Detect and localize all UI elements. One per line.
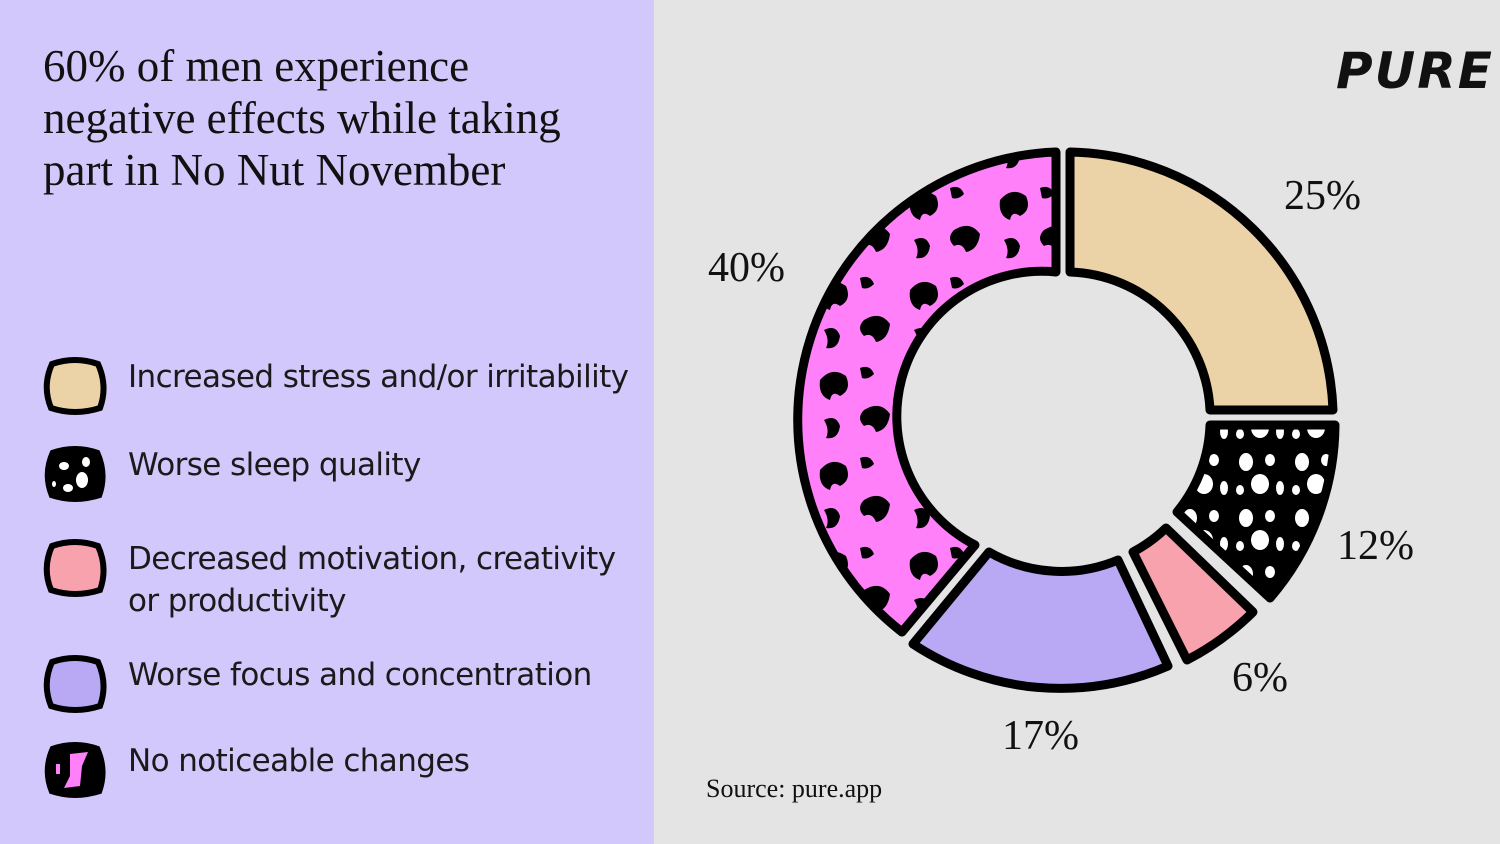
slice-stress bbox=[1065, 147, 1338, 415]
label-stress: 25% bbox=[1284, 173, 1361, 219]
leopard-swatch-icon bbox=[44, 742, 106, 798]
left-panel: 60% of men experience negative effects w… bbox=[0, 0, 654, 844]
spotted-swatch-icon bbox=[44, 446, 106, 502]
lavender-swatch-icon bbox=[43, 655, 107, 713]
slice-sleep bbox=[1172, 420, 1340, 603]
label-focus: 17% bbox=[1002, 713, 1079, 759]
legend-item-no-change: No noticeable changes bbox=[42, 740, 470, 800]
legend-label: Worse sleep quality bbox=[128, 447, 421, 483]
legend-label: No noticeable changes bbox=[128, 743, 470, 779]
legend-label: Decreased motivation, creativity or prod… bbox=[128, 541, 616, 619]
legend-item-motivation: Decreased motivation, creativity or prod… bbox=[42, 538, 642, 622]
legend-item-stress: Increased stress and/or irritability bbox=[42, 356, 629, 416]
legend-label: Worse focus and concentration bbox=[128, 657, 592, 693]
legend-label: Increased stress and/or irritability bbox=[128, 359, 629, 395]
pure-logo: PURE bbox=[1336, 42, 1494, 100]
chart-title: 60% of men experience negative effects w… bbox=[43, 41, 561, 195]
label-no-change: 40% bbox=[708, 245, 785, 291]
source-note: Source: pure.app bbox=[706, 774, 883, 803]
legend-item-focus: Worse focus and concentration bbox=[42, 654, 592, 714]
pink-swatch-icon bbox=[43, 539, 107, 597]
label-sleep: 12% bbox=[1337, 523, 1414, 569]
slice-motivation bbox=[1128, 523, 1258, 665]
slice-no-change bbox=[793, 147, 1061, 637]
slice-focus bbox=[908, 547, 1173, 693]
label-motivation: 6% bbox=[1232, 655, 1288, 701]
legend-item-sleep: Worse sleep quality bbox=[42, 444, 421, 504]
tan-swatch-icon bbox=[43, 357, 107, 415]
